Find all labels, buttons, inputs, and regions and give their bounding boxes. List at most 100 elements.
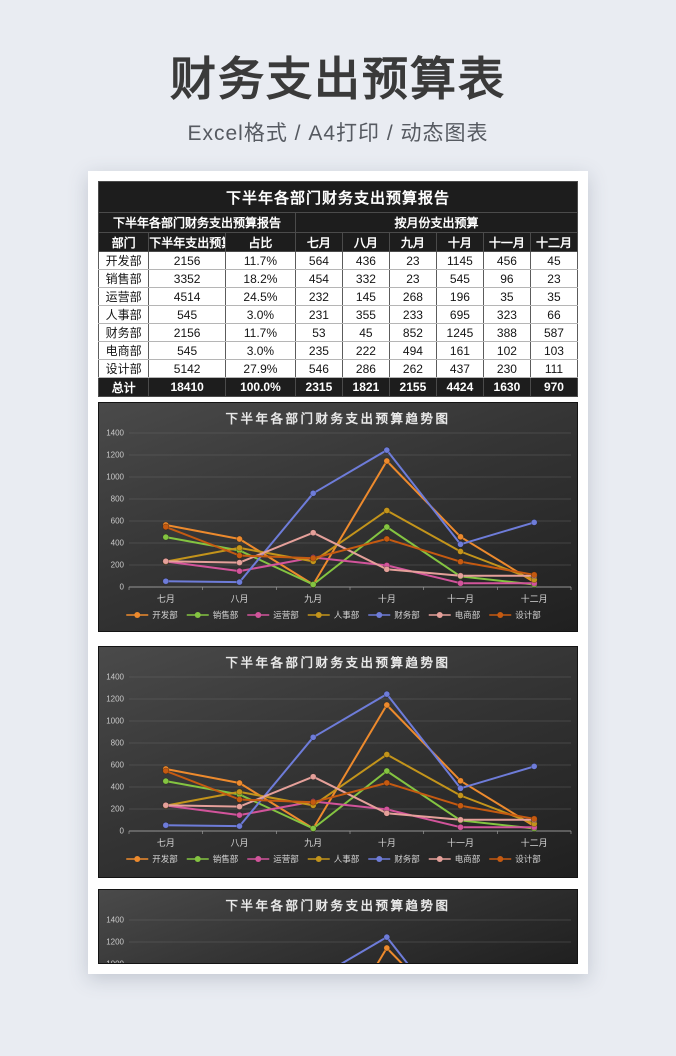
table-cell: 235 — [294, 341, 343, 361]
table-cell: 23 — [388, 269, 437, 289]
page-title: 财务支出预算表 — [170, 53, 506, 105]
svg-text:十月: 十月 — [378, 837, 396, 848]
svg-text:八月: 八月 — [230, 594, 248, 604]
group-header-left: 下半年各部门财务支出预算报告 — [98, 212, 296, 234]
table-cell: 2156 — [148, 251, 226, 271]
column-header: 十二月 — [529, 232, 579, 253]
table-cell: 262 — [388, 359, 437, 379]
table-row: 开发部 2156 11.7% 564 436 23 1145 456 45 — [97, 251, 579, 271]
table-cell: 564 — [294, 251, 343, 271]
svg-text:800: 800 — [111, 495, 125, 504]
svg-text:开发部: 开发部 — [152, 854, 178, 864]
svg-text:十一月: 十一月 — [447, 593, 474, 604]
svg-text:十一月: 十一月 — [447, 837, 474, 848]
svg-text:下半年各部门财务支出预算趋势图: 下半年各部门财务支出预算趋势图 — [225, 898, 450, 913]
table-cell: 545 — [148, 305, 226, 325]
svg-text:1400: 1400 — [106, 429, 124, 438]
table-cell: 545 — [435, 269, 484, 289]
table-row: 电商部 545 3.0% 235 222 494 161 102 103 — [97, 341, 579, 361]
table-cell: 161 — [435, 341, 484, 361]
table-cell: 2156 — [148, 323, 226, 343]
table-cell: 268 — [388, 287, 437, 307]
svg-text:人事部: 人事部 — [334, 854, 360, 864]
column-header: 下半年支出预算 — [148, 232, 226, 253]
table-cell: 3.0% — [224, 341, 296, 361]
svg-text:800: 800 — [111, 739, 125, 748]
column-header: 部门 — [97, 232, 150, 253]
table-row: 运营部 4514 24.5% 232 145 268 196 35 35 — [97, 287, 579, 307]
svg-text:销售部: 销售部 — [213, 854, 239, 864]
table-cell: 852 — [388, 323, 437, 343]
table-cell: 437 — [435, 359, 484, 379]
total-cell: 18410 — [148, 377, 226, 398]
table-cell: 35 — [529, 287, 579, 307]
budget-table: 下半年各部门财务支出预算报告 下半年各部门财务支出预算报告 按月份支出预算 部门… — [97, 181, 579, 398]
svg-text:1000: 1000 — [106, 717, 124, 726]
table-cell: 232 — [294, 287, 343, 307]
svg-text:十二月: 十二月 — [521, 837, 548, 848]
table-cell: 454 — [294, 269, 343, 289]
svg-text:1200: 1200 — [106, 695, 124, 704]
table-cell: 355 — [341, 305, 390, 325]
svg-text:设计部: 设计部 — [515, 854, 541, 864]
table-cell: 66 — [529, 305, 579, 325]
table-cell: 3.0% — [224, 305, 296, 325]
trend-chart-panel-3-cropped: 0200400600800100012001400七月八月九月十月十一月十二月下… — [98, 889, 578, 965]
trend-chart-panel-2: 0 200 400 600 800 1000 1200 1400 七月 八月 九月 十月 十一月 十二月 下… — [98, 646, 578, 879]
table-cell: 45 — [341, 323, 390, 343]
svg-text:600: 600 — [111, 517, 125, 526]
column-header: 占比 — [224, 232, 296, 253]
table-row: 销售部 3352 18.2% 454 332 23 545 96 23 — [97, 269, 579, 289]
trend-chart-panel-1: 0 200 400 600 800 1000 1200 1400 七月 八月 九月 十月 十一月 十二月 下… — [98, 402, 578, 633]
column-header: 十月 — [435, 232, 484, 253]
total-cell: 1821 — [341, 377, 390, 398]
table-cell: 销售部 — [97, 269, 150, 289]
svg-text:财务部: 财务部 — [394, 854, 420, 864]
table-body: 开发部 2156 11.7% 564 436 23 1145 456 45 销售部 3352 18.2… — [97, 251, 579, 379]
table-cell: 494 — [388, 341, 437, 361]
table-cell: 53 — [294, 323, 343, 343]
table-cell: 332 — [341, 269, 390, 289]
svg-text:200: 200 — [111, 561, 125, 570]
table-cell: 323 — [482, 305, 531, 325]
svg-text:600: 600 — [111, 761, 125, 770]
table-cell: 102 — [482, 341, 531, 361]
total-cell: 4424 — [435, 377, 484, 398]
column-header: 七月 — [294, 232, 343, 253]
table-cell: 456 — [482, 251, 531, 271]
svg-text:销售部: 销售部 — [213, 610, 239, 620]
table-cell: 4514 — [148, 287, 226, 307]
table-title: 下半年各部门财务支出预算报告 — [98, 181, 578, 214]
table-cell: 财务部 — [97, 323, 150, 343]
svg-text:财务部: 财务部 — [394, 610, 420, 620]
table-cell: 电商部 — [97, 341, 150, 361]
svg-text:下半年各部门财务支出预算趋势图: 下半年各部门财务支出预算趋势图 — [225, 411, 450, 426]
table-row: 人事部 545 3.0% 231 355 233 695 323 66 — [97, 305, 579, 325]
table-cell: 546 — [294, 359, 343, 379]
table-cell: 45 — [529, 251, 579, 271]
svg-text:运营部: 运营部 — [273, 854, 299, 864]
group-header-right: 按月份支出预算 — [294, 212, 579, 234]
table-cell: 11.7% — [224, 251, 296, 271]
svg-text:七月: 七月 — [157, 838, 175, 848]
svg-text:十二月: 十二月 — [521, 593, 548, 604]
svg-text:电商部: 电商部 — [455, 854, 481, 864]
svg-text:十月: 十月 — [378, 593, 396, 604]
table-cell: 545 — [148, 341, 226, 361]
column-header: 八月 — [341, 232, 390, 253]
table-cell: 3352 — [148, 269, 226, 289]
svg-text:0: 0 — [120, 583, 125, 592]
svg-text:1200: 1200 — [106, 451, 124, 460]
page-header: 财务支出预算表 Excel格式 / A4打印 / 动态图表 — [0, 0, 676, 147]
svg-text:1400: 1400 — [106, 673, 124, 682]
table-row: 设计部 5142 27.9% 546 286 262 437 230 111 — [97, 359, 579, 379]
svg-text:400: 400 — [111, 539, 125, 548]
svg-text:下半年各部门财务支出预算趋势图: 下半年各部门财务支出预算趋势图 — [225, 655, 450, 670]
table-cell: 1145 — [435, 251, 484, 271]
svg-text:1000: 1000 — [106, 473, 124, 482]
table-cell: 1245 — [435, 323, 484, 343]
svg-text:1200: 1200 — [106, 938, 124, 947]
total-cell: 1630 — [482, 377, 531, 398]
table-column-header-row: 部门 下半年支出预算 占比 七月 八月 九月 十月 十一月 十二月 — [97, 232, 579, 253]
svg-text:0: 0 — [120, 827, 125, 836]
